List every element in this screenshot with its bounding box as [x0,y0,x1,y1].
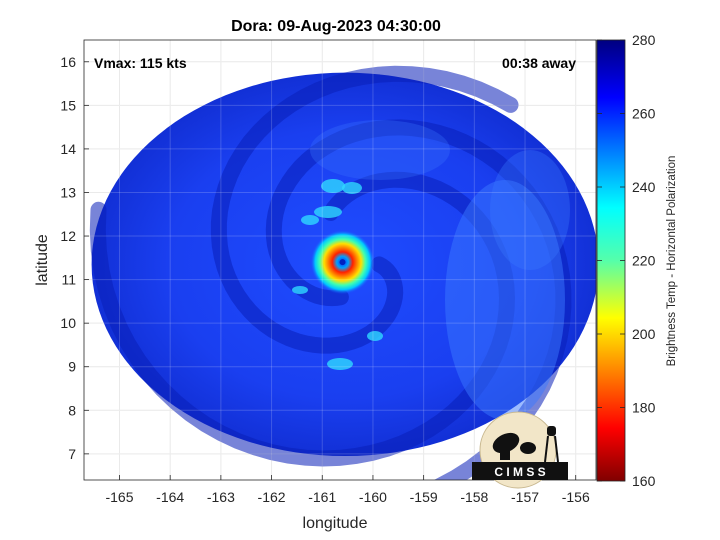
colorbar-tick-label: 240 [632,179,656,195]
y-tick-label: 8 [68,402,76,418]
colorbar-tick-label: 200 [632,326,656,342]
x-axis-ticks: -165 -164 -163 -162 -161 -160 -159 -158 -157 -156 [105,475,590,505]
convective-cell [327,358,353,370]
y-tick-label: 13 [60,184,76,200]
y-axis-ticks: 7 8 9 10 11 12 13 14 15 16 [60,54,89,462]
y-tick-label: 14 [60,141,76,157]
y-tick-label: 11 [61,272,76,288]
y-axis-label: latitude [34,234,51,286]
chart-title: Dora: 09-Aug-2023 04:30:00 [231,18,441,35]
y-tick-label: 16 [60,54,76,70]
colorbar-label: Brightness Temp - Horizontal Polarizatio… [666,156,678,367]
plot-frame [83,39,597,481]
convective-cell [292,286,308,294]
x-tick-label: -163 [207,489,235,505]
y-tick-label: 15 [60,97,76,113]
logo-text: C I M S S [494,465,545,479]
colorbar-tick-label: 180 [632,400,656,416]
rainband [210,65,519,354]
convective-cell [321,179,345,193]
colorbar-ticks: 160 180 200 220 240 260 280 [597,32,656,489]
convective-cell [314,206,342,218]
y-tick-label: 7 [68,446,76,462]
warm-patch [310,120,450,180]
colorbar-tick-label: 260 [632,106,656,122]
warm-patch [490,150,570,270]
warm-patch [445,180,565,420]
cimss-logo: C I M S S [472,411,568,489]
swath-layer [89,65,596,480]
x-tick-label: -164 [156,489,184,505]
x-tick-label: -158 [460,489,488,505]
x-tick-label: -162 [258,489,286,505]
colorbar-tick-label: 220 [632,253,656,269]
y-tick-label: 9 [68,359,76,375]
x-tick-label: -157 [511,489,539,505]
grid-overlay [84,40,596,480]
x-axis-label: longitude [303,515,368,532]
water-tower-icon [544,426,559,463]
vmax-annotation: Vmax: 115 kts [94,55,187,71]
satellite-dish-icon [492,432,536,460]
x-tick-label: -165 [105,489,133,505]
brightness-temp-swath [89,65,596,480]
x-tick-label: -156 [562,489,590,505]
colorbar-tick-label: 280 [632,32,656,48]
colorbar-tick-label: 160 [632,473,656,489]
y-tick-label: 12 [60,228,76,244]
storm-eye [339,259,346,266]
x-tick-label: -161 [308,489,336,505]
convective-cell [367,331,383,341]
convective-cell [342,182,362,194]
x-tick-label: -160 [359,489,387,505]
convective-cell [301,215,319,225]
time-away-annotation: 00:38 away [502,55,576,71]
x-tick-label: -159 [410,489,438,505]
y-tick-label: 10 [60,315,76,331]
